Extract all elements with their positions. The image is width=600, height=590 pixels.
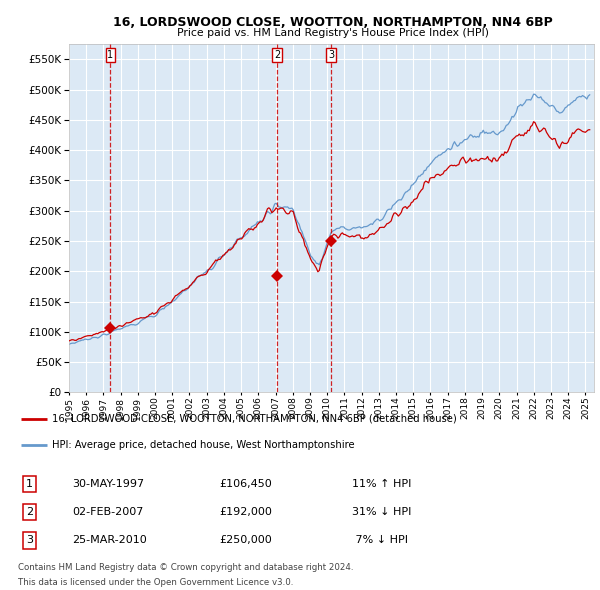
- Text: £106,450: £106,450: [220, 479, 272, 489]
- Text: 11% ↑ HPI: 11% ↑ HPI: [352, 479, 411, 489]
- Text: 16, LORDSWOOD CLOSE, WOOTTON, NORTHAMPTON, NN4 6BP: 16, LORDSWOOD CLOSE, WOOTTON, NORTHAMPTO…: [113, 16, 553, 29]
- Text: 7% ↓ HPI: 7% ↓ HPI: [352, 536, 408, 545]
- Text: 02-FEB-2007: 02-FEB-2007: [73, 507, 144, 517]
- Text: 1: 1: [107, 50, 113, 60]
- Text: 31% ↓ HPI: 31% ↓ HPI: [352, 507, 411, 517]
- Text: This data is licensed under the Open Government Licence v3.0.: This data is licensed under the Open Gov…: [18, 578, 293, 588]
- Text: Contains HM Land Registry data © Crown copyright and database right 2024.: Contains HM Land Registry data © Crown c…: [18, 563, 353, 572]
- Text: 2: 2: [26, 507, 33, 517]
- Text: Price paid vs. HM Land Registry's House Price Index (HPI): Price paid vs. HM Land Registry's House …: [177, 28, 489, 38]
- Text: 3: 3: [328, 50, 334, 60]
- Text: 30-MAY-1997: 30-MAY-1997: [73, 479, 145, 489]
- Text: 2: 2: [274, 50, 280, 60]
- Text: 16, LORDSWOOD CLOSE, WOOTTON, NORTHAMPTON, NN4 6BP (detached house): 16, LORDSWOOD CLOSE, WOOTTON, NORTHAMPTO…: [52, 414, 457, 424]
- Text: 3: 3: [26, 536, 33, 545]
- Text: £192,000: £192,000: [220, 507, 272, 517]
- Text: HPI: Average price, detached house, West Northamptonshire: HPI: Average price, detached house, West…: [52, 440, 355, 450]
- Text: 1: 1: [26, 479, 33, 489]
- Text: 25-MAR-2010: 25-MAR-2010: [73, 536, 147, 545]
- Text: £250,000: £250,000: [220, 536, 272, 545]
